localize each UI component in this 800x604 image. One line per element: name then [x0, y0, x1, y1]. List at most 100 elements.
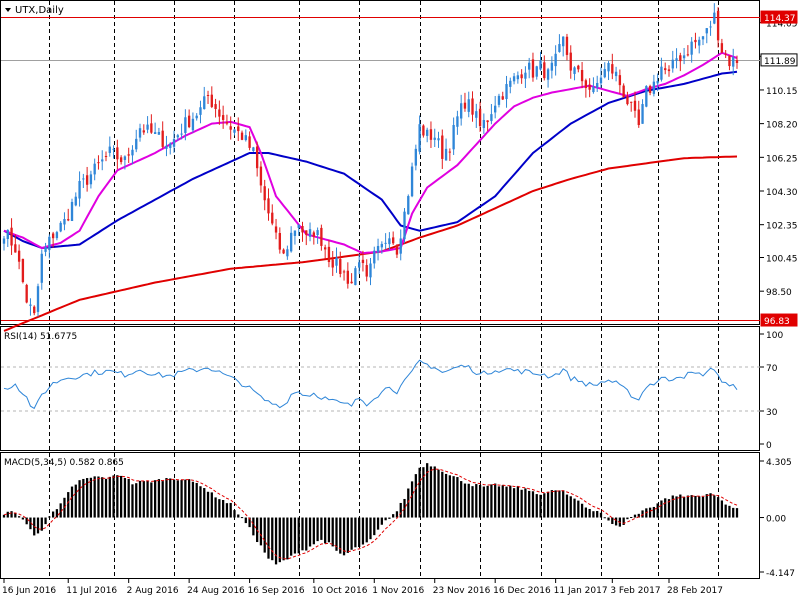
macd-bar: [675, 496, 678, 518]
macd-bar: [180, 480, 183, 518]
macd-bar: [463, 483, 467, 518]
candle-body: [93, 163, 96, 175]
time-tick-label: 1 Nov 2016: [372, 586, 424, 596]
candle-body: [588, 84, 591, 90]
macd-bar: [388, 517, 391, 519]
candle-body: [645, 86, 648, 107]
candle-body: [403, 211, 406, 240]
macd-bar: [112, 475, 115, 518]
candle-body: [161, 130, 164, 147]
candle-body: [112, 148, 115, 150]
macd-tick-label: -4.147: [766, 569, 795, 579]
candle-body: [641, 104, 644, 124]
macd-bar: [376, 517, 380, 530]
macd-bar: [244, 517, 247, 524]
candle-body: [335, 257, 338, 266]
macd-bar: [724, 504, 727, 518]
candle-body: [577, 65, 580, 70]
candle-body: [494, 105, 497, 113]
price-tick-label: 114.05: [766, 20, 798, 30]
macd-bar: [482, 486, 485, 518]
macd-panel[interactable]: [0, 452, 760, 579]
macd-bar: [418, 467, 421, 518]
candle-body: [569, 52, 572, 71]
candle-body: [361, 259, 365, 264]
candle-body: [172, 139, 176, 147]
rsi-line: [1, 359, 760, 412]
candle-body: [565, 36, 569, 55]
level-price-label: 114.37: [764, 14, 796, 24]
candle-body: [452, 124, 455, 150]
candle-body: [339, 259, 342, 274]
macd-bar: [448, 475, 451, 518]
macd-bar: [14, 513, 17, 518]
candle-body: [108, 146, 111, 153]
macd-bar: [554, 490, 557, 518]
candle-body: [119, 157, 123, 163]
macd-bar: [524, 488, 527, 518]
candle-body: [698, 39, 701, 46]
candle-body: [554, 53, 557, 67]
macd-bar: [203, 488, 206, 518]
macd-bar: [240, 517, 244, 519]
price-tick-label: 104.30: [766, 188, 798, 198]
macd-bar: [305, 517, 308, 551]
macd-bar: [709, 493, 712, 518]
triangle-down-icon[interactable]: [5, 8, 11, 12]
macd-bar: [622, 517, 625, 525]
macd-bar: [407, 488, 410, 518]
macd-bar: [274, 517, 278, 565]
macd-bar: [233, 510, 236, 518]
horizontal-levels: [1, 17, 760, 321]
candle-body: [426, 129, 429, 136]
macd-bar: [460, 481, 463, 518]
macd-bar: [248, 517, 251, 528]
candle-body: [716, 10, 720, 41]
candle-body: [467, 99, 470, 112]
moving-average-line: [3, 70, 738, 250]
macd-bar: [422, 467, 425, 518]
macd-bar: [335, 517, 338, 551]
macd-bar: [641, 510, 644, 518]
macd-bar: [509, 485, 512, 518]
macd-bar: [278, 517, 281, 563]
candle-body: [29, 304, 32, 306]
macd-bar: [588, 508, 591, 518]
current-price-label-box: [760, 53, 798, 67]
candle-body: [486, 120, 489, 123]
candle-body: [592, 86, 595, 93]
rsi-panel[interactable]: [0, 326, 760, 451]
candle-body: [660, 66, 663, 80]
candle-body: [490, 114, 493, 122]
macd-bar: [146, 480, 149, 518]
macd-bar: [599, 512, 603, 518]
price-tick-label: 98.50: [766, 288, 792, 298]
macd-bar: [705, 494, 708, 518]
candle-body: [607, 62, 610, 72]
macd-bar: [607, 517, 610, 521]
candle-body: [732, 57, 735, 67]
macd-bar: [384, 517, 387, 521]
candle-body: [611, 64, 614, 74]
macd-bar: [48, 516, 51, 518]
time-tick-label: 2 Aug 2016: [127, 586, 179, 596]
macd-bar: [59, 503, 62, 518]
candle-body: [301, 225, 304, 233]
macd-bar: [44, 517, 47, 525]
macd-bar: [433, 466, 436, 518]
macd-bar: [679, 494, 682, 518]
level-price-label: 96.83: [764, 317, 790, 327]
candle-body: [305, 230, 308, 235]
candle-body: [376, 245, 380, 253]
candle-body: [225, 122, 229, 124]
price-panel[interactable]: [0, 0, 760, 325]
macd-bar: [25, 517, 28, 525]
candle-body: [210, 94, 213, 107]
candle-body: [214, 104, 217, 109]
macd-bar: [713, 495, 716, 518]
candle-body: [471, 98, 474, 115]
macd-bar: [539, 494, 542, 518]
candle-body: [580, 69, 584, 82]
